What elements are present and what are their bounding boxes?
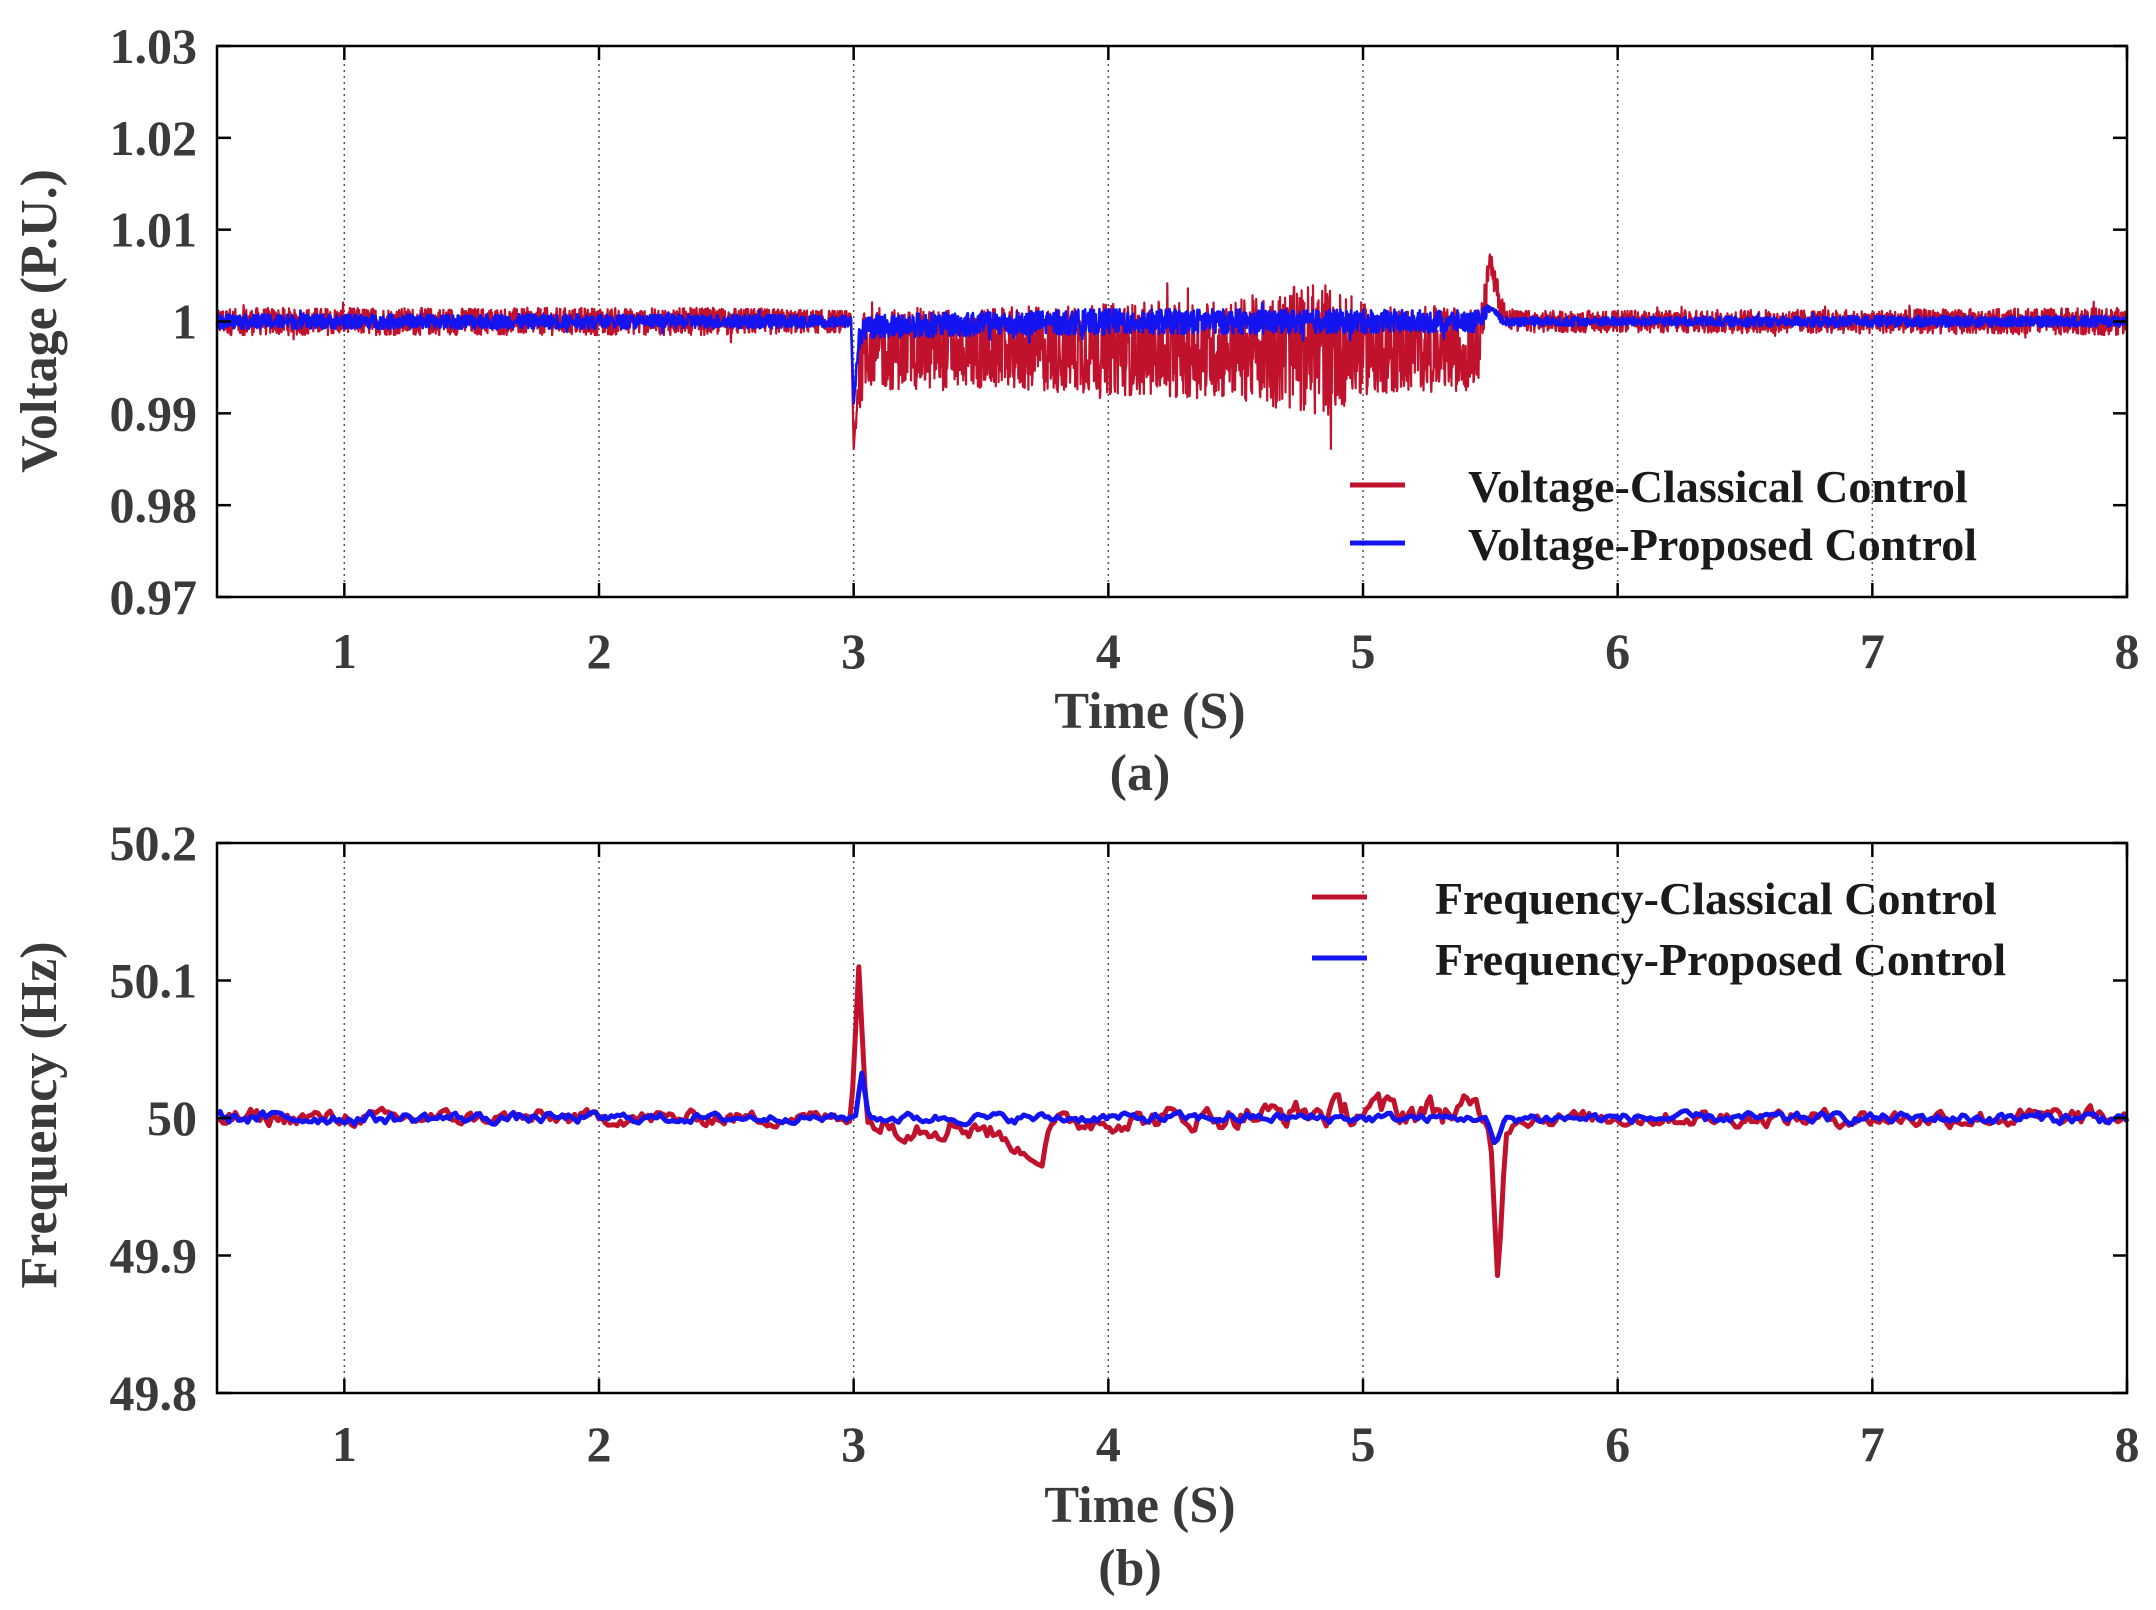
voltage-x-tick-labels: 1 2 3 4 5 6 7 8 — [332, 623, 2140, 679]
voltage-y-tick-label: 1.03 — [110, 18, 198, 74]
voltage-legend-proposed-label: Voltage-Proposed Control — [1468, 519, 1977, 570]
voltage-x-tick-label: 1 — [332, 623, 357, 679]
voltage-x-tick-label: 2 — [587, 623, 612, 679]
frequency-x-tick-label: 4 — [1096, 1416, 1121, 1472]
frequency-series-group — [215, 964, 2130, 1278]
voltage-y-tick-label: 0.98 — [110, 477, 198, 533]
voltage-chart-panel: 1 2 3 4 5 6 7 8 0.97 0.98 0.99 1 1.01 1.02 1.03 Time … — [11, 18, 2140, 802]
frequency-y-tick-label: 50.2 — [110, 815, 198, 871]
frequency-x-tick-label: 1 — [332, 1416, 357, 1472]
frequency-x-tick-labels: 1 2 3 4 5 6 7 8 — [332, 1416, 2140, 1472]
voltage-x-tick-label: 5 — [1351, 623, 1376, 679]
voltage-y-tick-label: 0.97 — [110, 569, 198, 625]
voltage-x-tick-label: 3 — [841, 623, 866, 679]
frequency-series-classical — [216, 964, 2130, 1278]
frequency-y-tick-label: 50.1 — [110, 953, 198, 1009]
frequency-x-tick-label: 2 — [587, 1416, 612, 1472]
voltage-x-tick-label: 8 — [2115, 623, 2140, 679]
frequency-x-tick-label: 7 — [1860, 1416, 1885, 1472]
frequency-legend: Frequency-Classical Control Frequency-Pr… — [1312, 873, 2006, 985]
voltage-x-tick-label: 6 — [1605, 623, 1630, 679]
frequency-x-tick-label: 6 — [1605, 1416, 1630, 1472]
frequency-panel-label: (b) — [1098, 1540, 1162, 1597]
voltage-legend: Voltage-Classical Control Voltage-Propos… — [1350, 461, 1977, 570]
frequency-y-tick-label: 50 — [147, 1090, 197, 1146]
frequency-x-tick-label: 3 — [841, 1416, 866, 1472]
voltage-x-axis-title: Time (S) — [1054, 683, 1245, 740]
voltage-y-tick-label: 1.02 — [110, 110, 198, 166]
frequency-series-proposed — [215, 1070, 2129, 1146]
voltage-y-tick-label: 1.01 — [110, 202, 198, 258]
frequency-y-axis-title: Frequency (Hz) — [11, 941, 68, 1288]
voltage-x-tick-label: 7 — [1860, 623, 1885, 679]
frequency-legend-proposed-label: Frequency-Proposed Control — [1435, 934, 2006, 985]
frequency-y-tick-label: 49.9 — [110, 1228, 198, 1284]
voltage-legend-classical-label: Voltage-Classical Control — [1468, 461, 1968, 512]
voltage-series-group — [215, 253, 2128, 451]
voltage-panel-label: (a) — [1110, 745, 1171, 802]
voltage-tick-marks — [217, 44, 2129, 599]
frequency-chart-panel: 1 2 3 4 5 6 7 8 49.8 49.9 50 50.1 50.2 Time (S) (b)… — [11, 815, 2140, 1597]
voltage-x-gridlines — [343, 46, 1874, 597]
voltage-x-tick-label: 4 — [1096, 623, 1121, 679]
voltage-y-tick-label: 0.99 — [110, 385, 198, 441]
frequency-legend-classical-label: Frequency-Classical Control — [1435, 873, 1997, 924]
voltage-series-proposed — [215, 301, 2128, 405]
voltage-series-classical — [215, 253, 2128, 451]
frequency-x-tick-label: 5 — [1351, 1416, 1376, 1472]
voltage-y-axis-title: Voltage (P.U.) — [11, 169, 68, 473]
voltage-y-tick-label: 1 — [172, 294, 197, 350]
voltage-y-tick-labels: 0.97 0.98 0.99 1 1.01 1.02 1.03 — [110, 18, 198, 625]
frequency-x-tick-label: 8 — [2115, 1416, 2140, 1472]
frequency-y-tick-labels: 49.8 49.9 50 50.1 50.2 — [110, 815, 198, 1421]
frequency-x-gridlines — [343, 843, 1874, 1393]
frequency-tick-marks — [217, 841, 2129, 1395]
frequency-y-tick-label: 49.8 — [110, 1365, 198, 1421]
frequency-x-axis-title: Time (S) — [1044, 1477, 1235, 1534]
